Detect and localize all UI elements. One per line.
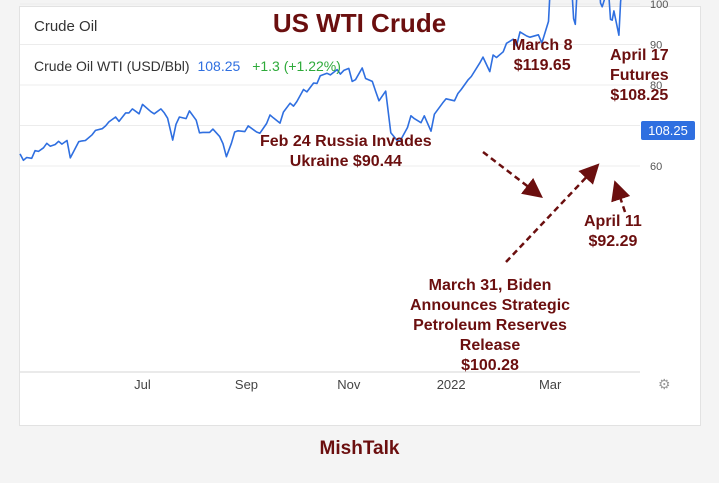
y-tick-label: 100 [650,0,668,11]
annotation-line: Petroleum Reserves [413,317,567,334]
chart-card [19,6,701,426]
annotation-line: $100.28 [461,357,519,374]
annotation-line: $119.65 [513,57,571,74]
x-tick-label: Jul [134,377,151,392]
quote-line: Crude Oil WTI (USD/Bbl) 108.25 +1.3 (+1.… [34,58,341,74]
instrument-name: Crude Oil WTI (USD/Bbl) [34,58,190,74]
annotation-arrows [482,151,631,263]
current-price-tag: 108.25 [641,121,695,140]
arrow-feb24 [482,151,543,199]
y-tick-label: 90 [650,40,662,52]
quote-change: +1.3 (+1.22%) [252,58,341,74]
series-line-wti [19,0,622,162]
arrow-april11 [611,180,631,213]
annotation-april11: April 11 $92.29 [584,212,642,252]
arrow-march31 [505,163,600,263]
annotation-feb24: Feb 24 Russia Invades Ukraine $90.44 [260,132,432,172]
annotation-line: Ukraine $90.44 [289,153,402,170]
annotation-march8: March 8 $119.65 [512,36,572,76]
annotation-line: April 11 [584,213,642,230]
annotation-line: Announces Strategic [410,297,571,314]
footer-brand: MishTalk [319,438,400,459]
quote-price: 108.25 [197,58,241,74]
annotation-line: March 31, Biden [428,277,552,294]
y-tick-label: 80 [650,80,662,92]
gear-icon[interactable]: ⚙ [658,376,671,392]
x-tick-label: 2022 [437,377,466,392]
annotation-april17: April 17 Futures $108.25 [610,46,669,106]
annotation-march31: March 31, Biden Announces Strategic Petr… [410,276,570,376]
annotation-line: March 8 [512,37,573,54]
x-tick-label: Sep [235,377,258,392]
annotation-line: April 17 [610,47,669,64]
annotation-line: Release [459,337,521,354]
annotation-line: Feb 24 Russia Invades [260,133,432,150]
widget-title: Crude Oil [34,18,98,35]
x-tick-label: Nov [337,377,361,392]
annotation-line: $108.25 [610,87,669,104]
x-axis-ticks: Jul Sep Nov 2022 Mar [134,377,562,392]
x-tick-label: Mar [539,377,562,392]
chart-title: US WTI Crude [272,8,447,38]
y-tick-label: 60 [650,161,662,173]
annotation-line: Futures [610,67,669,84]
grid-lines [20,3,640,373]
annotation-line: $92.29 [588,233,638,250]
